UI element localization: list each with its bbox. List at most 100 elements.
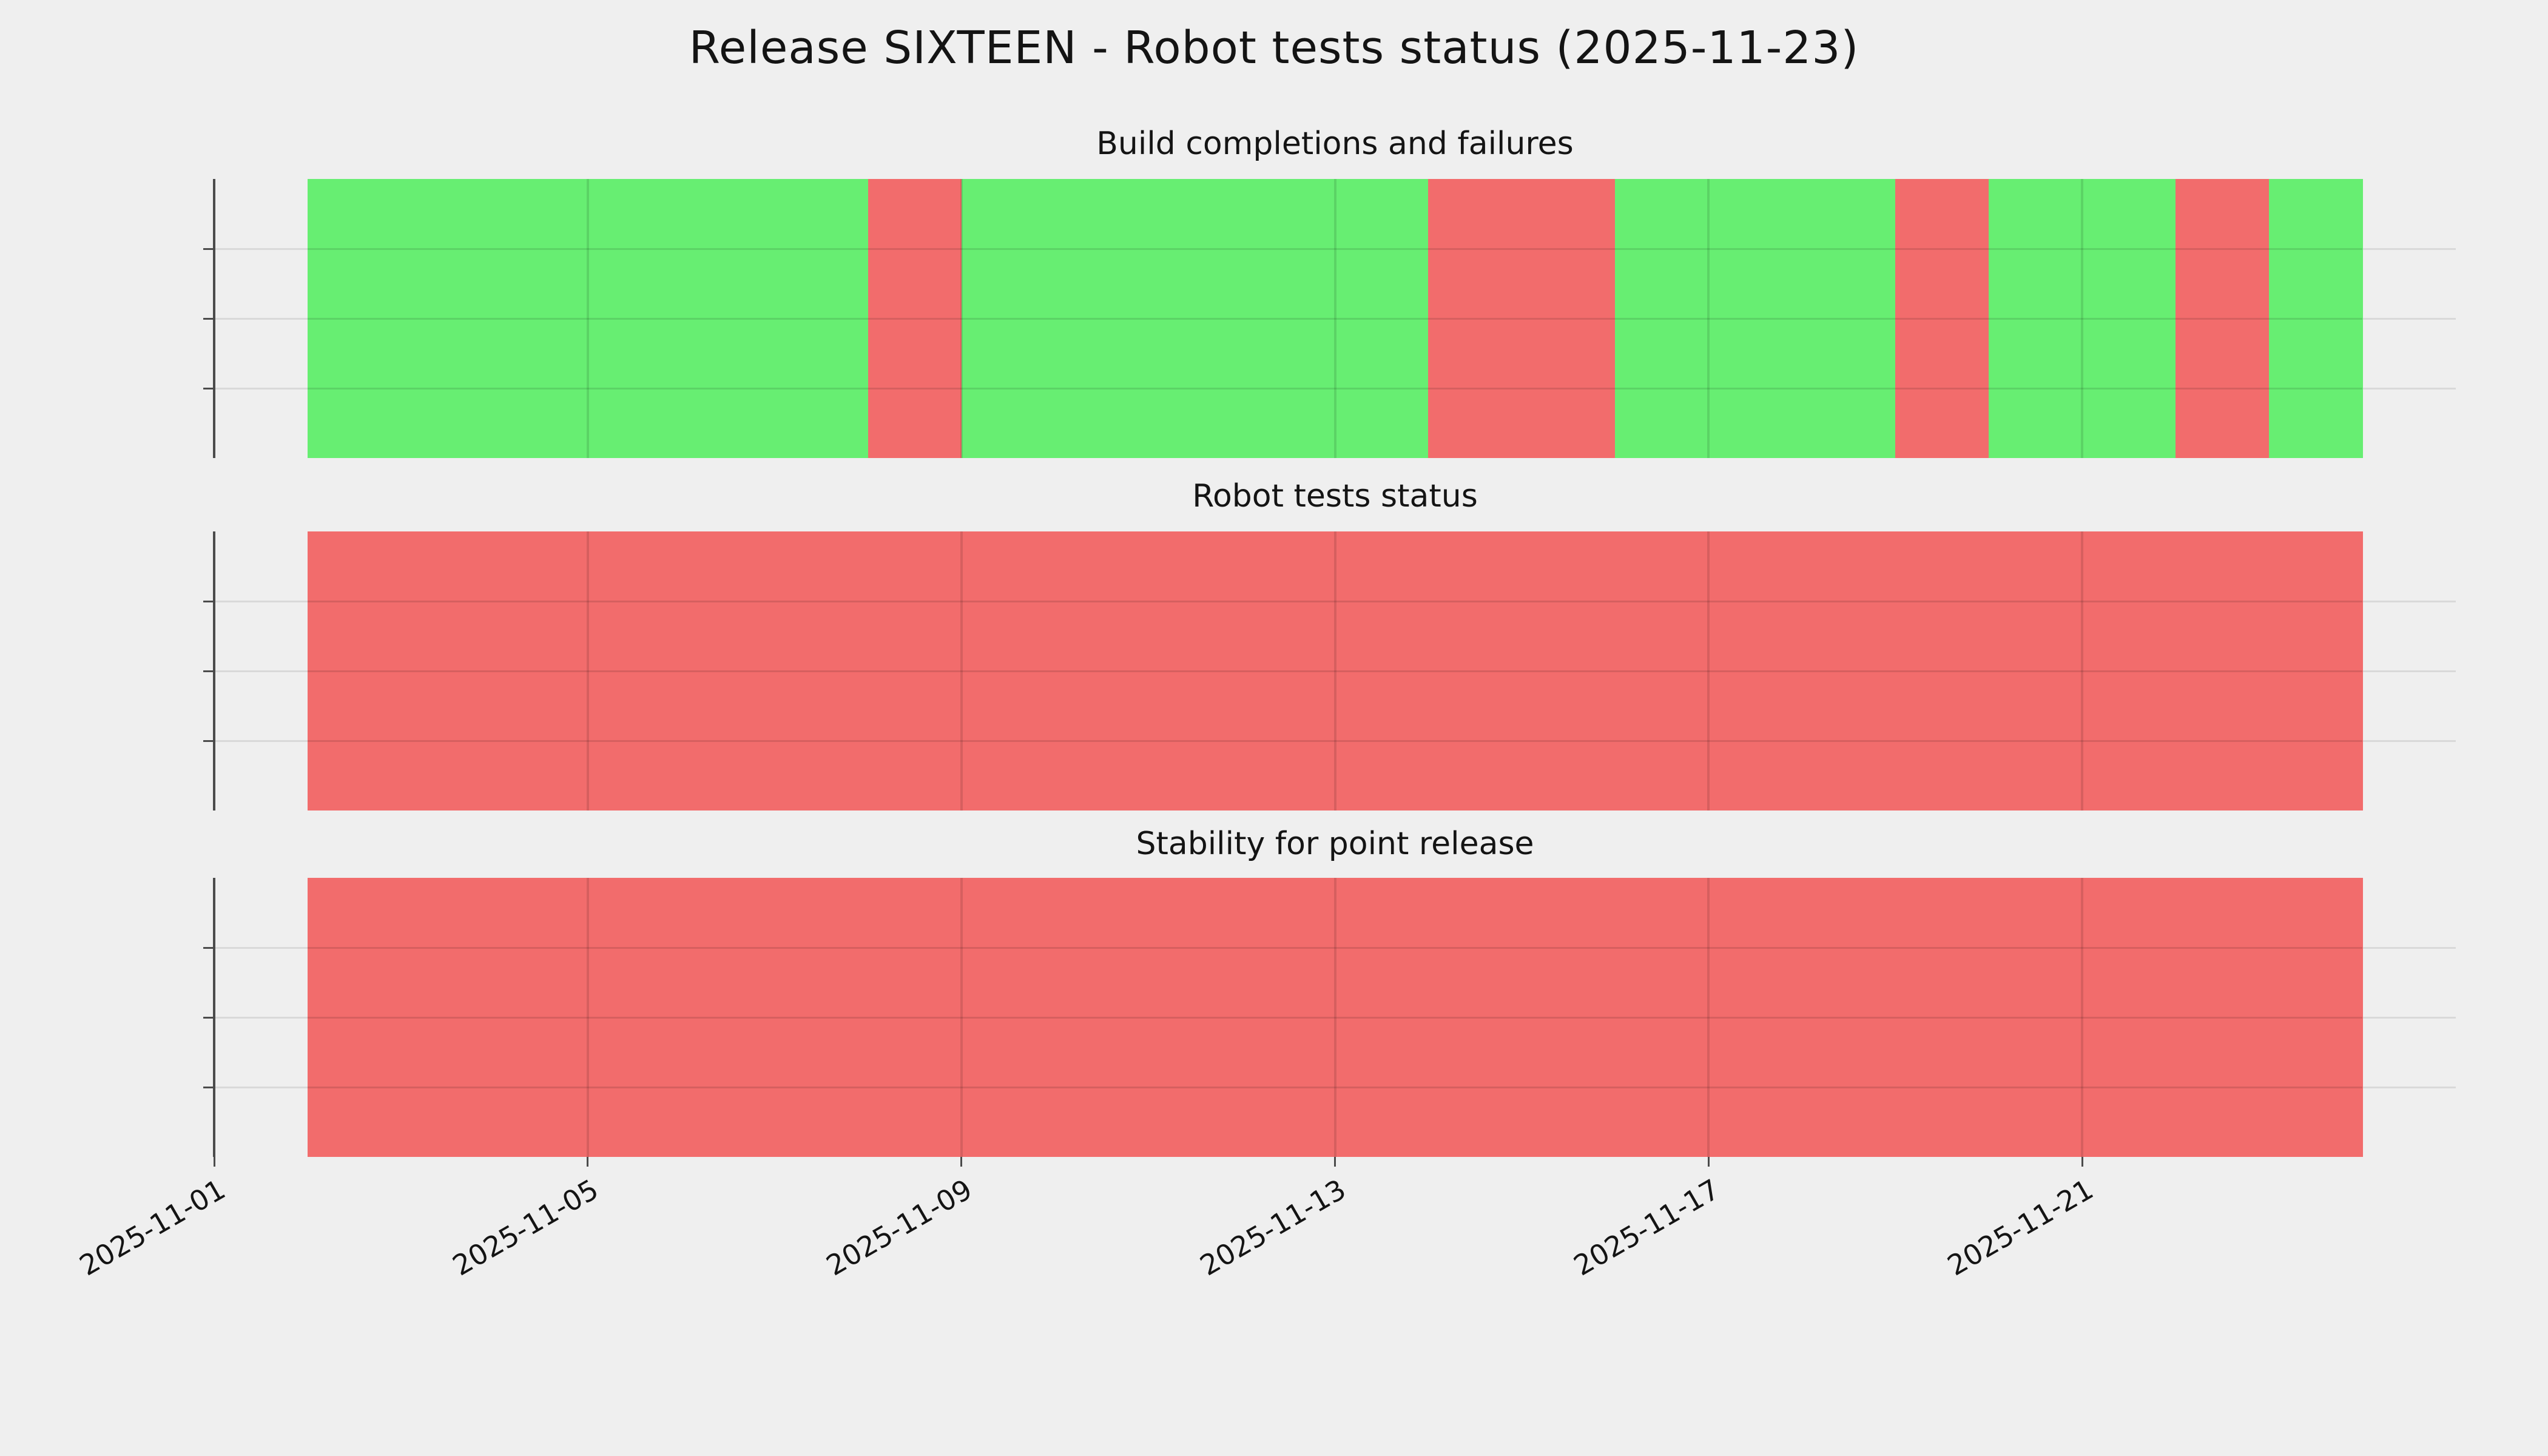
- status-bar: [774, 179, 869, 458]
- figure-title: Release SIXTEEN - Robot tests status (20…: [689, 22, 1859, 74]
- gridline-vertical-overlay: [2081, 531, 2084, 811]
- status-bar: [1802, 179, 1896, 458]
- gridline-vertical-overlay: [1333, 531, 1336, 811]
- status-bar: [2082, 878, 2176, 1157]
- status-bar: [1895, 179, 1989, 458]
- status-bar: [1054, 531, 1149, 811]
- status-bar: [2269, 531, 2363, 811]
- gridline-vertical-overlay: [1707, 878, 1710, 1157]
- gridline-horizontal-overlay: [307, 1016, 2363, 1019]
- status-bar: [1054, 878, 1149, 1157]
- status-bar: [1241, 878, 1336, 1157]
- status-bar: [494, 878, 588, 1157]
- status-bar: [307, 531, 402, 811]
- gridline-vertical-overlay: [960, 531, 963, 811]
- status-bar: [681, 531, 775, 811]
- y-tick-mark: [203, 600, 213, 602]
- gridline-horizontal-overlay: [307, 317, 2363, 320]
- status-bar: [961, 531, 1056, 811]
- status-bar: [1335, 179, 1429, 458]
- status-bar: [587, 179, 682, 458]
- status-bar: [587, 878, 682, 1157]
- status-bar: [2269, 179, 2363, 458]
- status-bar: [307, 179, 402, 458]
- x-tick-mark: [2081, 1157, 2083, 1167]
- y-tick-mark: [203, 1016, 213, 1019]
- gridline-horizontal-overlay: [307, 600, 2363, 602]
- status-bar: [2176, 531, 2270, 811]
- status-bar: [494, 531, 588, 811]
- status-bar: [1428, 878, 1523, 1157]
- x-tick-mark: [1334, 1157, 1336, 1167]
- status-bar: [868, 878, 962, 1157]
- status-bar: [1708, 531, 1803, 811]
- y-tick-mark: [203, 670, 213, 672]
- gridline-horizontal-overlay: [307, 387, 2363, 389]
- y-axis-spine: [213, 179, 215, 458]
- status-bar: [494, 179, 588, 458]
- status-bar: [681, 878, 775, 1157]
- subplot-title-build-completions: Build completions and failures: [1096, 126, 1574, 162]
- y-tick-mark: [203, 1086, 213, 1088]
- status-bar: [1054, 179, 1149, 458]
- status-bar: [1802, 878, 1896, 1157]
- status-bar: [1802, 531, 1896, 811]
- axes-stability: [203, 878, 2456, 1157]
- gridline-vertical-overlay: [1333, 878, 1336, 1157]
- status-bar: [1148, 179, 1242, 458]
- status-bar: [1615, 878, 1710, 1157]
- gridline-horizontal-overlay: [307, 1086, 2363, 1088]
- status-bar: [1335, 878, 1429, 1157]
- status-bar: [868, 531, 962, 811]
- status-bar: [774, 531, 869, 811]
- gridline-vertical-overlay: [586, 179, 589, 458]
- status-bar: [1522, 179, 1616, 458]
- gridline-vertical-overlay: [960, 878, 963, 1157]
- gridline-vertical-overlay: [2081, 878, 2084, 1157]
- status-bar: [681, 179, 775, 458]
- y-tick-mark: [203, 740, 213, 742]
- x-tick-label-text: 2025-11-17: [1568, 1173, 1725, 1282]
- y-axis-spine: [213, 531, 215, 811]
- status-bar: [868, 179, 962, 458]
- status-bar: [307, 878, 402, 1157]
- x-tick-label-text: 2025-11-21: [1941, 1173, 2099, 1282]
- x-tick-mark: [213, 1157, 215, 1167]
- gridline-vertical-overlay: [960, 179, 963, 458]
- y-tick-mark: [203, 946, 213, 949]
- x-tick-label-text: 2025-11-05: [447, 1173, 604, 1282]
- status-bar: [1989, 878, 2083, 1157]
- x-tick-mark: [587, 1157, 589, 1167]
- status-bar: [1241, 179, 1336, 458]
- status-bar: [1428, 531, 1523, 811]
- y-tick-mark: [203, 387, 213, 389]
- status-bar: [1989, 531, 2083, 811]
- x-tick-mark: [1707, 1157, 1710, 1167]
- status-bar: [961, 179, 1056, 458]
- status-bar: [1989, 179, 2083, 458]
- status-bar: [1895, 878, 1989, 1157]
- gridline-horizontal-overlay: [307, 740, 2363, 742]
- status-bar: [400, 179, 495, 458]
- status-bar: [400, 878, 495, 1157]
- x-tick-label-text: 2025-11-13: [1194, 1173, 1352, 1282]
- gridline-vertical-overlay: [586, 531, 589, 811]
- status-bar: [774, 878, 869, 1157]
- gridline-vertical-overlay: [1707, 531, 1710, 811]
- status-bar: [1895, 531, 1989, 811]
- gridline-vertical-overlay: [1707, 179, 1710, 458]
- status-bar: [1148, 531, 1242, 811]
- status-bar: [1615, 531, 1710, 811]
- gridline-vertical-overlay: [586, 878, 589, 1157]
- status-bar: [2082, 179, 2176, 458]
- status-bar: [1241, 531, 1336, 811]
- y-axis-spine: [213, 878, 215, 1157]
- status-bar: [1428, 179, 1523, 458]
- gridline-vertical-overlay: [1333, 179, 1336, 458]
- x-tick-mark: [960, 1157, 963, 1167]
- status-bar: [1615, 179, 1710, 458]
- y-tick-mark: [203, 248, 213, 250]
- status-bar: [961, 878, 1056, 1157]
- subplot-title-robot-tests: Robot tests status: [1192, 478, 1478, 514]
